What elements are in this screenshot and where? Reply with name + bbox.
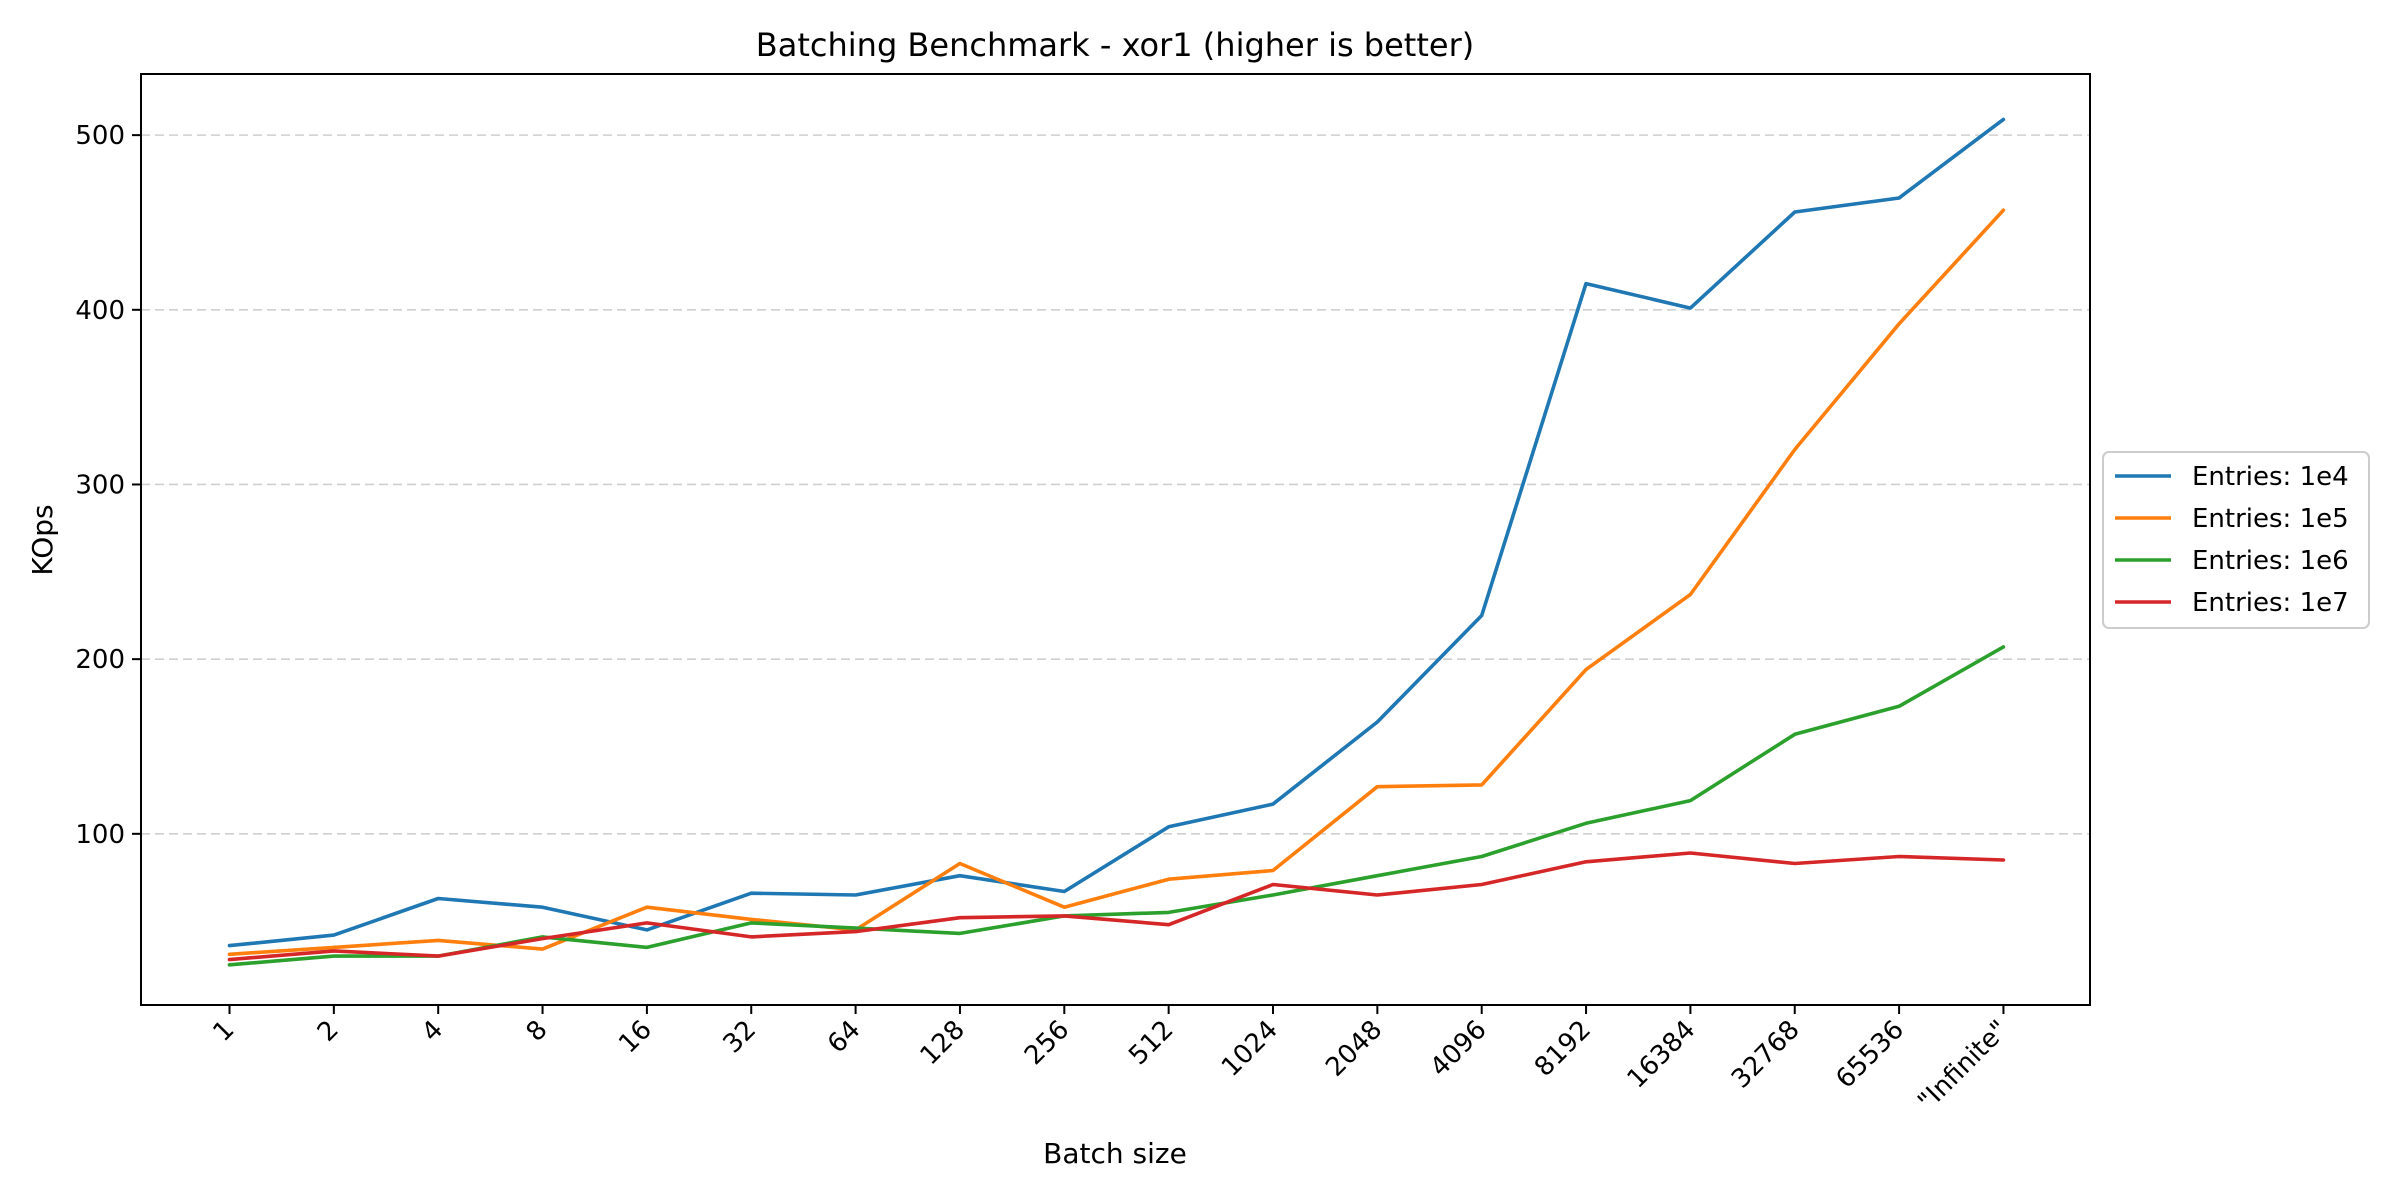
legend-entry-label: Entries: 1e6 [2192, 546, 2349, 576]
series-line-4 [227, 851, 2006, 962]
x-tick-label: 64 [822, 1015, 867, 1060]
y-tick-label: 300 [75, 470, 125, 500]
x-tick-label: 128 [915, 1015, 971, 1071]
series-line-3 [227, 645, 2006, 967]
x-tick-label: 4096 [1425, 1015, 1493, 1083]
legend-frame [2102, 451, 2370, 629]
y-tick-label: 400 [75, 296, 125, 326]
x-tick-label: 32 [718, 1015, 763, 1060]
y-tick-label: 200 [75, 645, 125, 675]
legend: Entries: 1e4 Entries: 1e5 Entries: 1e6 Entr… [2102, 451, 2370, 629]
x-tick-label: 2048 [1320, 1015, 1388, 1083]
x-axis: 1 2 4 8 16 32 64 128 256 512 1024 2048 4096 8192 16384… [208, 1005, 2014, 1117]
series-line-1 [227, 117, 2006, 948]
x-tick-label: 1 [208, 1015, 241, 1048]
legend-entry-label: Entries: 1e4 [2192, 462, 2349, 492]
y-tick-label: 500 [75, 121, 125, 151]
chart-title: Batching Benchmark - xor1 (higher is bet… [756, 26, 1474, 64]
gridlines [141, 134, 2090, 835]
x-tick-label: 4 [416, 1015, 449, 1048]
x-tick-label: 1024 [1216, 1015, 1284, 1083]
y-axis: 100 200 300 400 500 [75, 121, 141, 850]
y-axis-label: KOps [26, 504, 59, 575]
x-tick-label: 8192 [1529, 1015, 1597, 1083]
x-tick-label: 16 [613, 1015, 658, 1060]
x-tick-label: 32768 [1726, 1015, 1806, 1095]
y-tick-label: 100 [75, 820, 125, 850]
plot-area [227, 117, 2006, 967]
legend-entry-label: Entries: 1e7 [2192, 588, 2349, 618]
series-line-2 [227, 208, 2006, 957]
x-tick-label: 65536 [1830, 1015, 1910, 1095]
x-tick-label: 512 [1123, 1015, 1179, 1071]
plot-frame [140, 73, 2091, 1006]
x-tick-label: "Infinite" [1912, 1015, 2014, 1117]
x-tick-label: 8 [521, 1015, 554, 1048]
x-axis-label: Batch size [1043, 1137, 1187, 1170]
x-tick-label: 16384 [1622, 1015, 1702, 1095]
legend-entry-label: Entries: 1e5 [2192, 504, 2349, 534]
x-tick-label: 256 [1019, 1015, 1075, 1071]
x-tick-label: 2 [312, 1015, 345, 1048]
